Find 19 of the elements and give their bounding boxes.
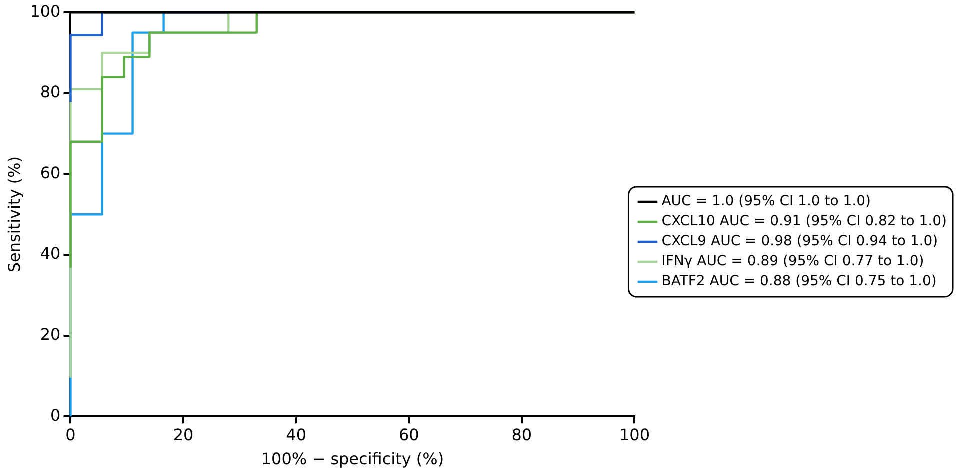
y-tick-label: 100 <box>30 2 61 21</box>
y-tick-label: 40 <box>40 244 61 264</box>
x-axis-title: 100% − specificity (%) <box>261 450 444 469</box>
legend-label: CXCL10 AUC = 0.91 (95% CI 0.82 to 1.0) <box>662 214 948 230</box>
y-axis-title: Sensitivity (%) <box>4 156 24 273</box>
legend-label: AUC = 1.0 (95% CI 1.0 to 1.0) <box>662 194 872 210</box>
legend-label: IFNγ AUC = 0.89 (95% CI 0.77 to 1.0) <box>662 254 924 270</box>
y-tick-label: 80 <box>40 82 61 102</box>
legend-label: CXCL9 AUC = 0.98 (95% CI 0.94 to 1.0) <box>662 234 938 250</box>
x-tick-label: 60 <box>398 425 420 444</box>
x-tick-label: 80 <box>512 425 532 444</box>
x-tick-label: 100 <box>619 425 650 444</box>
legend-label: BATF2 AUC = 0.88 (95% CI 0.75 to 1.0) <box>662 274 937 290</box>
y-tick-label: 60 <box>40 163 61 182</box>
x-tick-label: 0 <box>66 425 76 444</box>
x-tick-label: 20 <box>173 425 194 444</box>
x-tick-label: 40 <box>286 425 307 444</box>
y-tick-label: 0 <box>50 406 61 425</box>
y-tick-label: 20 <box>40 324 61 344</box>
